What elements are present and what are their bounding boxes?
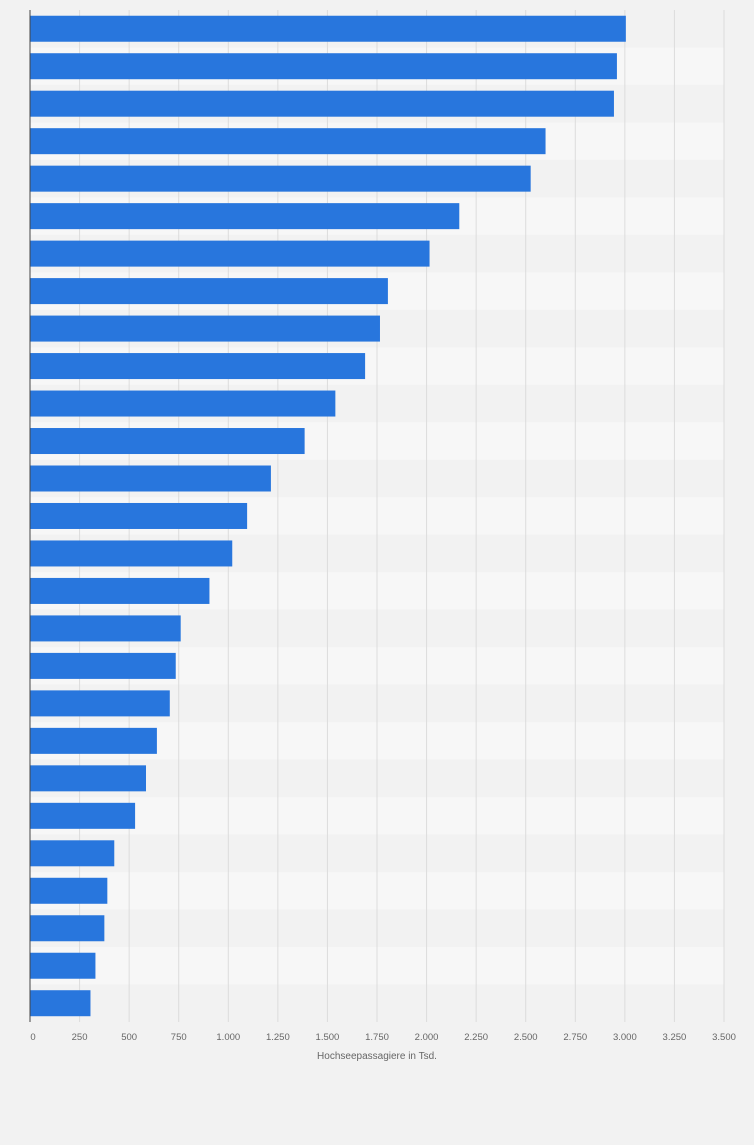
bar[interactable] [30,90,614,117]
x-tick-label: 2.000 [415,1032,439,1043]
bar[interactable] [30,877,108,904]
x-tick-label: 3.000 [613,1032,637,1043]
bar[interactable] [30,165,531,192]
x-tick-label: 1.750 [365,1032,389,1043]
x-tick-label: 250 [72,1032,88,1043]
x-tick-label: 750 [171,1032,187,1043]
x-tick-label: 3.500 [712,1032,736,1043]
bar[interactable] [30,203,460,230]
bar[interactable] [30,727,157,754]
bar[interactable] [30,615,181,642]
bar[interactable] [30,840,115,867]
bar[interactable] [30,240,430,267]
bar[interactable] [30,128,546,155]
bar[interactable] [30,353,366,380]
bar[interactable] [30,465,271,492]
x-tick-label: 3.250 [663,1032,687,1043]
x-axis-ticks: 0 250 500 750 1.000 1.250 1.500 1.750 2.000 2.250… [30,1032,736,1043]
x-tick-label: 1.000 [216,1032,240,1043]
bar[interactable] [30,690,170,717]
bar[interactable] [30,915,105,942]
bar[interactable] [30,428,305,455]
bar[interactable] [30,577,210,604]
bar[interactable] [30,390,336,417]
bar[interactable] [30,990,91,1017]
bar[interactable] [30,15,626,42]
bar[interactable] [30,765,146,792]
bar[interactable] [30,502,248,529]
x-tick-label: 1.250 [266,1032,290,1043]
bar[interactable] [30,315,380,342]
bar[interactable] [30,802,136,829]
x-tick-label: 2.250 [464,1032,488,1043]
x-tick-label: 2.750 [563,1032,587,1043]
x-tick-label: 500 [121,1032,137,1043]
x-tick-label: 2.500 [514,1032,538,1043]
bar[interactable] [30,652,176,679]
x-tick-label: 0 [30,1032,35,1043]
bars [30,15,626,1017]
bar[interactable] [30,278,388,305]
x-tick-label: 1.500 [316,1032,340,1043]
x-axis-label: Hochseepassagiere in Tsd. [317,1051,437,1062]
bar[interactable] [30,952,96,979]
bar[interactable] [30,53,617,80]
bar[interactable] [30,540,233,567]
